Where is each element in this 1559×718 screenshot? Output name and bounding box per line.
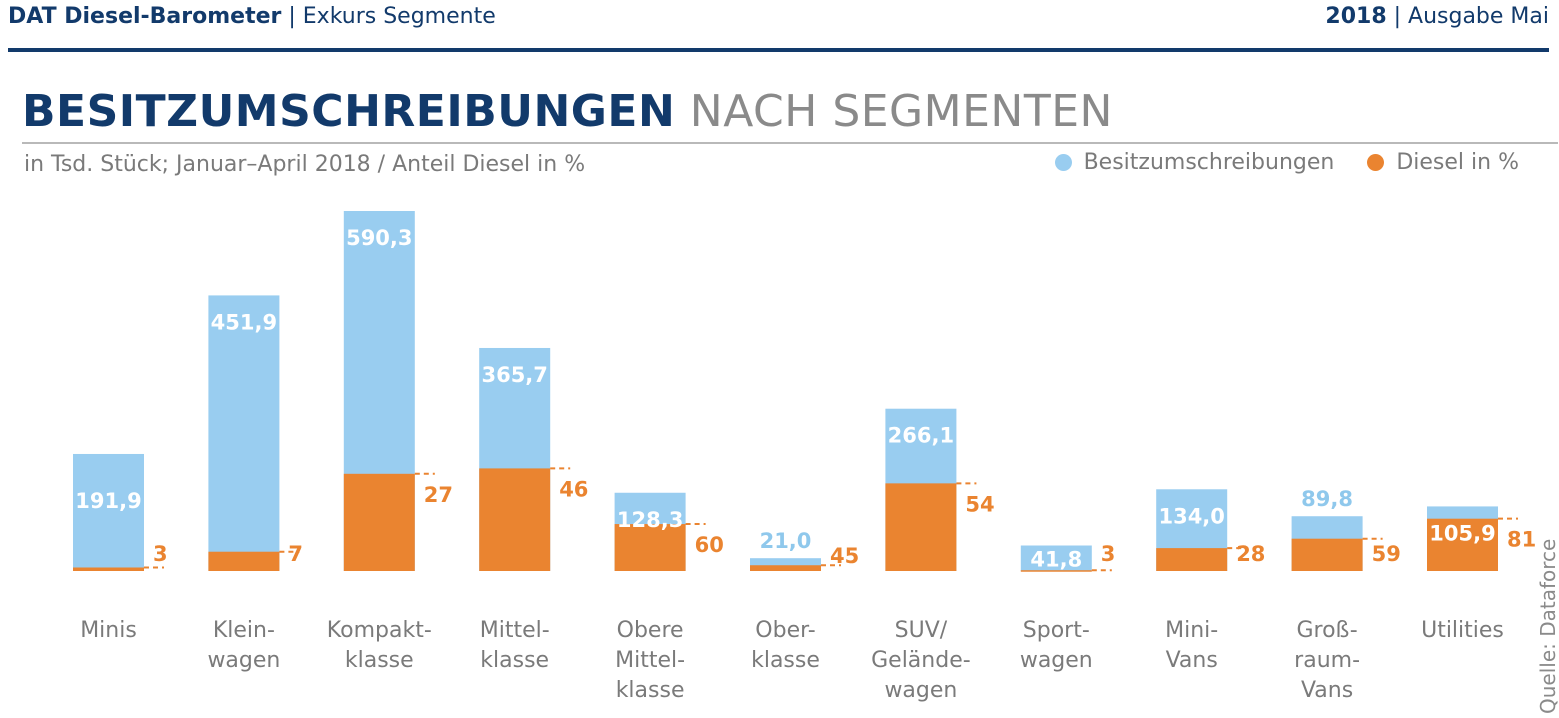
data-label-diesel: 28 [1236, 542, 1265, 566]
legend-label: Besitzumschreibungen [1083, 150, 1335, 175]
legend-item-besitzumschreibungen: Besitzumschreibungen [1054, 150, 1335, 175]
legend-item-diesel: Diesel in % [1367, 150, 1519, 175]
bar-diesel [208, 551, 280, 571]
data-label-total: 365,7 [481, 363, 547, 387]
page-title: BESITZUMSCHREIBUNGEN NACH SEGMENTEN [22, 86, 1113, 137]
data-label-total: 451,9 [211, 310, 277, 334]
legend-dot-orange-icon [1367, 154, 1385, 171]
category-label: Kompakt-klasse [327, 618, 432, 673]
bar-diesel [1156, 548, 1228, 571]
data-label-diesel: 3 [153, 542, 168, 566]
header-bar: DAT Diesel-Barometer | Exkurs Segmente 2… [8, 2, 1549, 46]
data-label-diesel: 46 [559, 477, 588, 501]
category-label: Klein-wagen [207, 618, 280, 673]
category-label: Mini-Vans [1165, 618, 1218, 673]
legend-label: Diesel in % [1396, 150, 1519, 175]
bar-diesel [343, 473, 415, 571]
data-label-total: 590,3 [346, 226, 412, 250]
chart-legend: Besitzumschreibungen Diesel in % [1029, 150, 1519, 177]
data-label-diesel: 54 [965, 492, 994, 516]
category-label: Mittel-klasse [480, 618, 550, 673]
category-label: Minis [80, 618, 137, 643]
bar-diesel [885, 483, 957, 571]
data-label-diesel: 27 [424, 483, 453, 507]
data-label-diesel: 60 [695, 533, 724, 557]
bar-diesel [1020, 570, 1092, 572]
title-divider [22, 142, 1558, 144]
bar-total [1020, 545, 1092, 571]
data-label-total: 266,1 [888, 424, 954, 448]
bar-total [73, 453, 144, 571]
category-label: SUV/Gelände-wagen [871, 618, 971, 703]
category-label: Groß-raum-Vans [1294, 618, 1360, 703]
data-label-total: 134,0 [1158, 504, 1224, 528]
category-label: Obere Mittel-klasse [615, 618, 685, 703]
data-label-diesel: 3 [1101, 542, 1116, 566]
legend-dot-blue-icon [1054, 154, 1072, 171]
source-note: Quelle: Dataforce [1536, 538, 1559, 714]
data-label-diesel: 45 [830, 544, 859, 568]
header-rule [8, 48, 1549, 52]
data-label-total: 89,8 [1301, 487, 1353, 511]
report-name: DAT Diesel-Barometer | Exkurs Segmente [8, 4, 496, 29]
data-label-total: 105,9 [1429, 521, 1495, 545]
bar-diesel [1427, 518, 1498, 571]
bar-total [208, 295, 280, 571]
report-edition: 2018 | Ausgabe Mai [1325, 4, 1549, 29]
bar-diesel [1291, 538, 1363, 571]
data-label-diesel: 7 [288, 542, 303, 566]
data-label-total: 41,8 [1030, 547, 1082, 571]
bar-diesel [614, 524, 686, 571]
data-label-total: 128,3 [617, 508, 683, 532]
data-label-diesel: 59 [1372, 542, 1401, 566]
bar-diesel [73, 567, 144, 571]
data-label-diesel: 81 [1507, 528, 1536, 552]
bar-diesel [750, 565, 821, 571]
category-label: Sport-wagen [1020, 618, 1093, 673]
category-label: Utilities [1421, 618, 1504, 643]
data-label-total: 191,9 [75, 489, 141, 513]
category-label: Ober-klasse [751, 618, 820, 673]
data-label-total: 21,0 [760, 529, 812, 553]
chart-subtitle: in Tsd. Stück; Januar–April 2018 / Antei… [24, 152, 586, 177]
bar-diesel [479, 468, 551, 571]
